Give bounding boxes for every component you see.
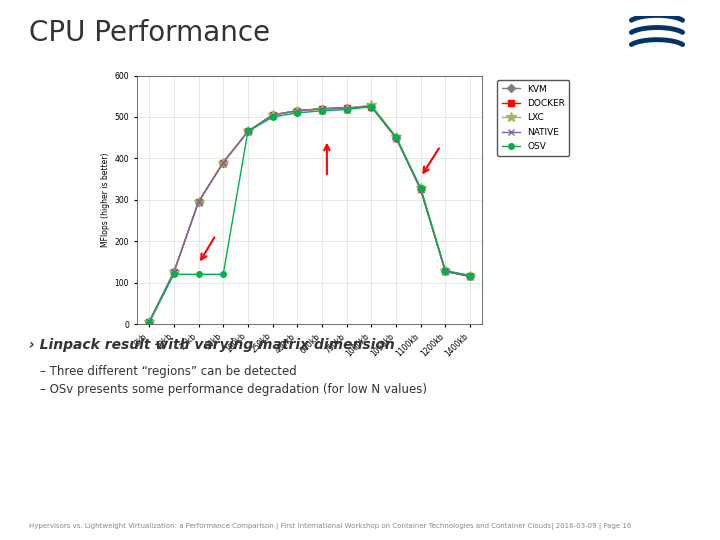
KVM [466, 273, 474, 280]
OSV [219, 271, 228, 278]
DOCKER [243, 128, 252, 134]
DOCKER [194, 199, 203, 205]
OSV [466, 272, 474, 279]
LXC [293, 107, 302, 114]
KVM [318, 105, 326, 112]
LXC [269, 112, 277, 118]
OSV [367, 103, 376, 110]
DOCKER [219, 159, 228, 166]
NATIVE [169, 269, 178, 275]
Y-axis label: MFlops (higher is better): MFlops (higher is better) [102, 152, 110, 247]
OSV [293, 110, 302, 116]
NATIVE [367, 103, 376, 110]
KVM [194, 199, 203, 205]
NATIVE [342, 105, 351, 111]
NATIVE [318, 105, 326, 112]
Legend: KVM, DOCKER, LXC, NATIVE, OSV: KVM, DOCKER, LXC, NATIVE, OSV [498, 80, 570, 156]
Line: NATIVE: NATIVE [145, 103, 474, 326]
KVM [145, 319, 153, 325]
OSV [269, 114, 277, 120]
DOCKER [318, 105, 326, 112]
OSV [169, 271, 178, 278]
OSV [342, 106, 351, 113]
LXC [342, 105, 351, 112]
LXC [243, 128, 252, 134]
OSV [243, 128, 252, 134]
Text: – OSv presents some performance degradation (for low N values): – OSv presents some performance degradat… [40, 383, 426, 396]
LXC [169, 269, 178, 275]
DOCKER [342, 105, 351, 111]
OSV [441, 267, 450, 274]
OSV [416, 185, 425, 192]
LXC [145, 319, 153, 325]
KVM [392, 134, 400, 141]
NATIVE [441, 268, 450, 275]
NATIVE [392, 134, 400, 141]
Text: CPU Performance: CPU Performance [29, 19, 270, 47]
KVM [269, 112, 277, 118]
NATIVE [269, 112, 277, 118]
KVM [342, 105, 351, 111]
LXC [318, 106, 326, 113]
LXC [416, 185, 425, 192]
LXC [367, 102, 376, 108]
NATIVE [219, 159, 228, 166]
Line: LXC: LXC [144, 100, 475, 327]
DOCKER [293, 107, 302, 114]
KVM [367, 103, 376, 110]
KVM [219, 159, 228, 166]
DOCKER [269, 112, 277, 118]
Text: Hypervisors vs. Lightweight Virtualization: a Performance Comparison | First Int: Hypervisors vs. Lightweight Virtualizati… [29, 523, 631, 530]
NATIVE [194, 199, 203, 205]
KVM [243, 128, 252, 134]
OSV [318, 107, 326, 114]
KVM [441, 268, 450, 275]
LXC [194, 199, 203, 205]
Text: – Three different “regions” can be detected: – Three different “regions” can be detec… [40, 364, 297, 377]
Line: OSV: OSV [146, 104, 473, 326]
LXC [441, 267, 450, 274]
OSV [145, 320, 153, 326]
LXC [392, 133, 400, 140]
NATIVE [145, 319, 153, 325]
KVM [416, 186, 425, 193]
NATIVE [466, 273, 474, 280]
OSV [194, 271, 203, 278]
LXC [219, 159, 228, 166]
Text: › Linpack result with varying matrix dimension: › Linpack result with varying matrix dim… [29, 338, 395, 352]
Line: DOCKER: DOCKER [146, 104, 473, 325]
OSV [392, 133, 400, 140]
Line: KVM: KVM [146, 104, 473, 325]
NATIVE [293, 107, 302, 114]
DOCKER [367, 103, 376, 110]
DOCKER [392, 134, 400, 141]
KVM [293, 107, 302, 114]
DOCKER [145, 319, 153, 325]
NATIVE [416, 186, 425, 193]
DOCKER [169, 269, 178, 275]
KVM [169, 269, 178, 275]
DOCKER [416, 186, 425, 193]
LXC [466, 272, 474, 279]
DOCKER [441, 268, 450, 275]
DOCKER [466, 273, 474, 280]
NATIVE [243, 128, 252, 134]
